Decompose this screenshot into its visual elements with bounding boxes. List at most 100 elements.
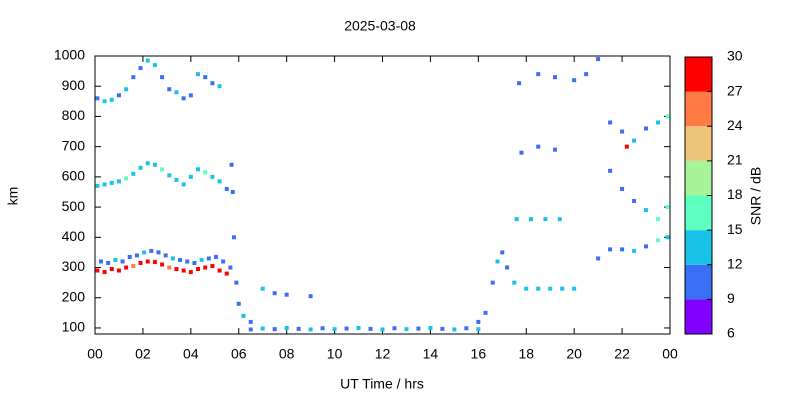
- point: [495, 259, 500, 264]
- point: [196, 167, 201, 172]
- y-axis-label: km: [5, 187, 21, 206]
- point: [248, 319, 253, 324]
- point: [428, 325, 433, 330]
- point: [210, 264, 215, 269]
- point: [131, 171, 136, 176]
- point: [127, 254, 132, 259]
- plot-frame: [94, 55, 671, 335]
- point: [109, 267, 114, 272]
- point: [356, 325, 361, 330]
- point: [134, 253, 139, 258]
- point: [632, 138, 637, 143]
- point: [181, 268, 186, 273]
- colorbar-band: [685, 264, 712, 300]
- colorbar-band: [685, 299, 712, 334]
- y-tick-label: 800: [62, 107, 86, 123]
- y-tick-label: 600: [62, 168, 86, 184]
- colorbar-band: [685, 195, 712, 231]
- point: [608, 247, 613, 252]
- point: [260, 286, 265, 291]
- point: [109, 97, 114, 102]
- x-tick-label: 14: [423, 346, 439, 362]
- point: [553, 75, 557, 80]
- point: [416, 326, 421, 331]
- point: [181, 182, 186, 187]
- point: [224, 271, 229, 276]
- point: [145, 161, 150, 166]
- y-tick-label: 400: [62, 228, 86, 244]
- point: [644, 126, 649, 131]
- x-axis-label: UT Time / hrs: [340, 376, 424, 392]
- point: [116, 179, 121, 184]
- point: [109, 180, 114, 185]
- x-tick-label: 18: [518, 346, 534, 362]
- colorbar-band: [685, 57, 712, 92]
- point: [234, 280, 239, 285]
- y-tick-label: 200: [62, 288, 86, 304]
- point: [536, 144, 541, 149]
- point: [149, 248, 154, 253]
- point: [440, 326, 445, 331]
- point: [308, 327, 313, 332]
- point: [224, 186, 229, 191]
- point: [656, 238, 661, 243]
- point: [644, 208, 649, 213]
- point: [152, 162, 157, 167]
- point: [185, 259, 190, 264]
- point: [584, 72, 589, 77]
- point: [138, 66, 143, 71]
- x-tick-label: 22: [614, 346, 630, 362]
- point: [572, 78, 577, 83]
- point: [113, 257, 118, 262]
- point: [608, 168, 613, 173]
- point: [665, 235, 670, 240]
- point: [178, 257, 183, 262]
- point: [368, 326, 373, 331]
- colorbar-band: [685, 230, 712, 265]
- point: [644, 244, 649, 249]
- point: [167, 87, 172, 92]
- x-tick-label: 06: [231, 346, 247, 362]
- point: [206, 256, 211, 261]
- point: [231, 235, 236, 240]
- point: [543, 217, 548, 222]
- point: [519, 150, 524, 155]
- point: [174, 90, 179, 95]
- x-tick-label: 02: [135, 346, 151, 362]
- point: [620, 186, 625, 191]
- point: [452, 327, 457, 332]
- point: [596, 256, 601, 261]
- x-tick-label: 00: [662, 346, 678, 362]
- point: [188, 270, 193, 275]
- point: [116, 268, 121, 273]
- point: [160, 167, 165, 172]
- colorbar-tick-label: 15: [727, 221, 743, 237]
- point: [236, 301, 241, 306]
- x-tick-label: 20: [566, 346, 582, 362]
- point: [524, 286, 529, 291]
- point: [476, 319, 481, 324]
- point: [95, 268, 100, 273]
- point: [163, 253, 168, 258]
- point: [464, 326, 469, 331]
- point: [203, 265, 208, 270]
- colorbar-band: [685, 91, 712, 127]
- point: [102, 270, 107, 275]
- point: [490, 280, 495, 285]
- point: [332, 327, 337, 332]
- point: [553, 147, 557, 152]
- colorbar-tick-label: 24: [727, 117, 743, 133]
- point: [514, 217, 519, 222]
- point: [620, 129, 625, 134]
- point: [632, 199, 637, 204]
- point: [196, 267, 201, 272]
- point: [116, 93, 121, 98]
- point: [483, 310, 488, 315]
- point: [536, 286, 541, 291]
- y-tick-label: 700: [62, 137, 86, 153]
- point: [98, 259, 103, 264]
- point: [138, 260, 143, 265]
- colorbar-tick-label: 9: [727, 290, 735, 306]
- point: [229, 162, 234, 167]
